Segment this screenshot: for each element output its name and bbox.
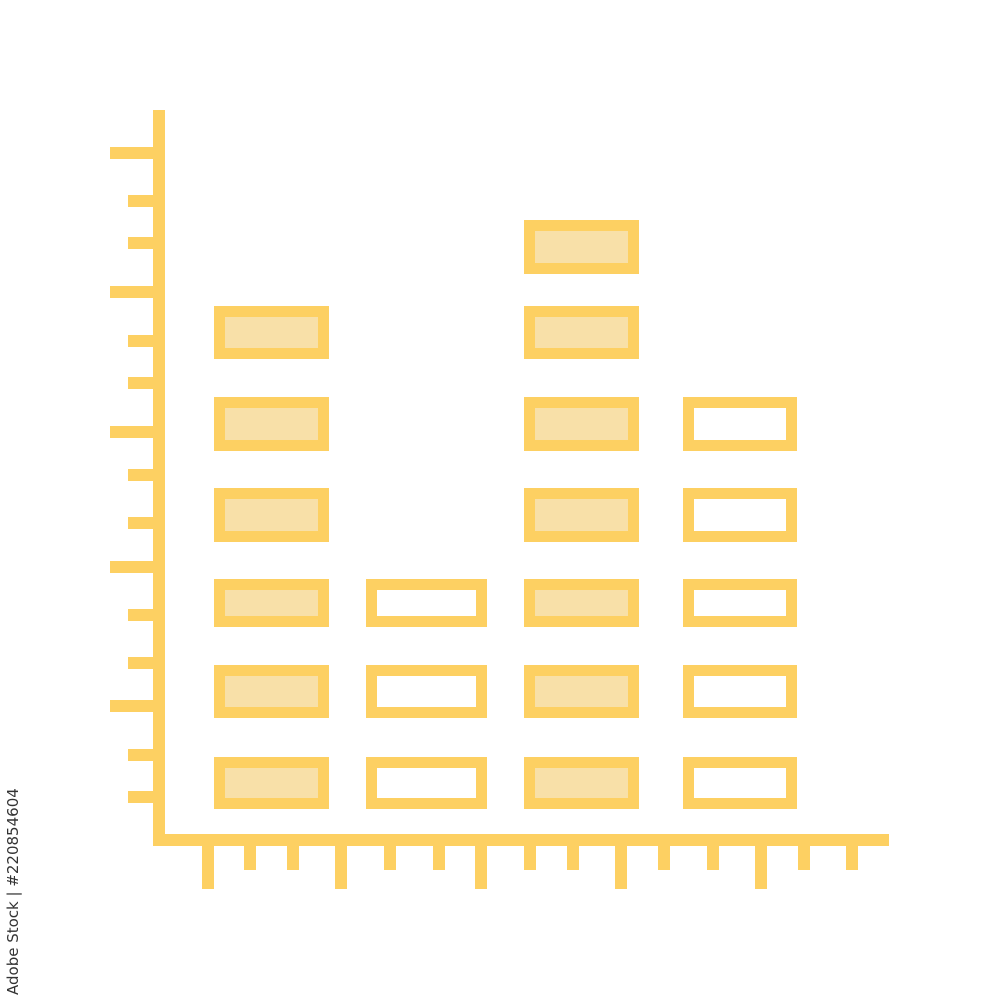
x-tick-major bbox=[335, 846, 347, 889]
x-tick-minor bbox=[524, 846, 536, 870]
bar-3-block-2 bbox=[524, 665, 639, 718]
bar-3-block-5 bbox=[524, 397, 639, 451]
bar-4-block-2 bbox=[683, 665, 797, 718]
x-axis-line bbox=[153, 834, 889, 846]
bar-4-block-4 bbox=[683, 488, 797, 542]
bar-3-block-3 bbox=[524, 579, 639, 627]
y-tick-major bbox=[110, 700, 155, 712]
x-tick-minor bbox=[567, 846, 579, 870]
x-tick-minor bbox=[287, 846, 299, 870]
x-tick-minor bbox=[798, 846, 810, 870]
bar-3-block-4 bbox=[524, 488, 639, 542]
bar-2-block-2 bbox=[366, 665, 487, 718]
x-tick-major bbox=[755, 846, 767, 889]
bar-4-block-5 bbox=[683, 397, 797, 451]
y-tick-major bbox=[110, 561, 155, 573]
bar-3-block-7 bbox=[524, 220, 639, 274]
bar-3-block-1 bbox=[524, 757, 639, 809]
x-tick-minor bbox=[846, 846, 858, 870]
y-tick-major bbox=[110, 286, 155, 298]
y-tick-minor bbox=[128, 195, 155, 207]
y-tick-minor bbox=[128, 237, 155, 249]
bar-4-block-3 bbox=[683, 579, 797, 627]
y-axis-line bbox=[153, 110, 165, 846]
bar-1-block-5 bbox=[214, 397, 329, 451]
bar-1-block-4 bbox=[214, 488, 329, 542]
y-tick-major bbox=[110, 426, 155, 438]
y-tick-minor bbox=[128, 749, 155, 761]
x-tick-minor bbox=[384, 846, 396, 870]
bar-1-block-6 bbox=[214, 306, 329, 359]
bar-1-block-2 bbox=[214, 665, 329, 718]
y-tick-minor bbox=[128, 335, 155, 347]
x-tick-major bbox=[615, 846, 627, 889]
y-tick-minor bbox=[128, 609, 155, 621]
bar-4-block-1 bbox=[683, 757, 797, 809]
y-tick-major bbox=[110, 147, 155, 159]
watermark-text: Adobe Stock | #220854604 bbox=[4, 788, 22, 995]
bar-2-block-1 bbox=[366, 757, 487, 809]
x-tick-major bbox=[475, 846, 487, 889]
x-tick-minor bbox=[433, 846, 445, 870]
y-tick-minor bbox=[128, 377, 155, 389]
bar-2-block-3 bbox=[366, 579, 487, 627]
x-tick-minor bbox=[658, 846, 670, 870]
x-tick-major bbox=[202, 846, 214, 889]
y-tick-minor bbox=[128, 517, 155, 529]
bar-3-block-6 bbox=[524, 306, 639, 359]
y-tick-minor bbox=[128, 469, 155, 481]
x-tick-minor bbox=[707, 846, 719, 870]
bar-1-block-3 bbox=[214, 579, 329, 627]
x-tick-minor bbox=[244, 846, 256, 870]
bar-1-block-1 bbox=[214, 757, 329, 809]
y-tick-minor bbox=[128, 791, 155, 803]
y-tick-minor bbox=[128, 657, 155, 669]
